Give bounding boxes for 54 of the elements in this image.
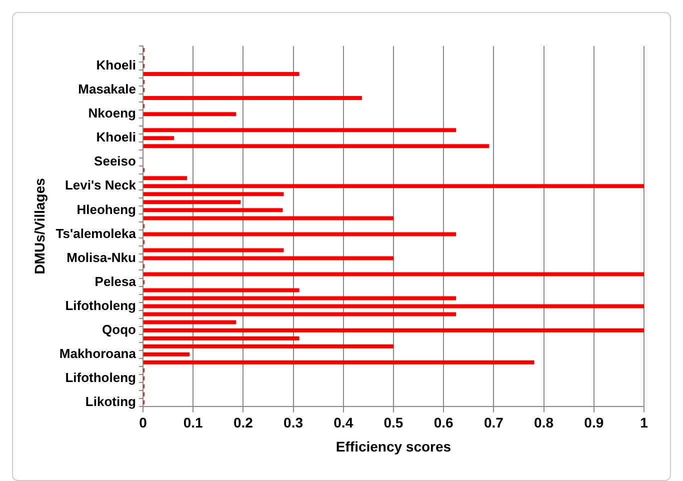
bar: [143, 144, 490, 148]
bar: [143, 312, 456, 316]
bar: [143, 72, 300, 76]
y-tick-label: Molisa-Nku: [66, 250, 136, 265]
bar: [143, 184, 644, 188]
x-tick-label: 0.7: [484, 414, 504, 431]
bar: [143, 304, 644, 308]
bar: [143, 320, 236, 324]
x-axis-title: Efficiency scores: [336, 438, 452, 454]
x-tick-label: 0.2: [233, 414, 254, 431]
bar: [143, 288, 300, 292]
bar: [143, 272, 644, 276]
y-tick-label: Masakale: [78, 82, 136, 97]
bar: [143, 352, 190, 356]
bar: [143, 296, 456, 300]
bar: [143, 176, 188, 180]
y-axis-title: DMUs/Villages: [31, 178, 48, 274]
y-tick-label: Pelesa: [94, 274, 137, 289]
bar: [143, 256, 394, 260]
bar: [143, 136, 174, 140]
y-tick-label: Qoqo: [102, 322, 136, 337]
y-tick-label: Khoeli: [96, 58, 136, 73]
y-tick-label: Lifotholeng: [65, 298, 136, 313]
bar: [143, 232, 456, 236]
x-tick-label: 0.1: [183, 414, 204, 431]
y-tick-label: Hleoheng: [76, 202, 136, 217]
x-tick-label: 0.9: [584, 414, 604, 431]
bar: [143, 216, 394, 220]
bar: [143, 208, 283, 212]
bar: [143, 344, 394, 348]
bar: [143, 112, 236, 116]
bar: [143, 192, 284, 196]
y-tick-label: Ts'alemoleka: [56, 226, 137, 241]
x-tick-label: 1: [640, 414, 648, 431]
bar: [143, 200, 241, 204]
y-tick-label: Nkoeng: [88, 106, 136, 121]
y-tick-label: Levi's Neck: [64, 178, 137, 193]
y-tick-label: Makhoroana: [59, 346, 137, 361]
bar: [143, 336, 300, 340]
bar: [143, 360, 534, 364]
x-tick-label: 0.6: [434, 414, 454, 431]
x-tick-label: 0.5: [384, 414, 404, 431]
bar: [143, 328, 644, 332]
bar: [143, 128, 456, 132]
y-tick-label: Likoting: [85, 394, 136, 409]
y-tick-label: Lifotholeng: [65, 370, 136, 385]
x-tick-label: 0.3: [284, 414, 304, 431]
y-tick-label: Seeiso: [94, 154, 136, 169]
x-tick-label: 0.4: [334, 414, 354, 431]
x-tick-label: 0.8: [534, 414, 554, 431]
bar: [143, 248, 284, 252]
bar: [143, 96, 362, 100]
y-tick-label: Khoeli: [96, 130, 136, 145]
x-tick-label: 0: [139, 414, 148, 431]
